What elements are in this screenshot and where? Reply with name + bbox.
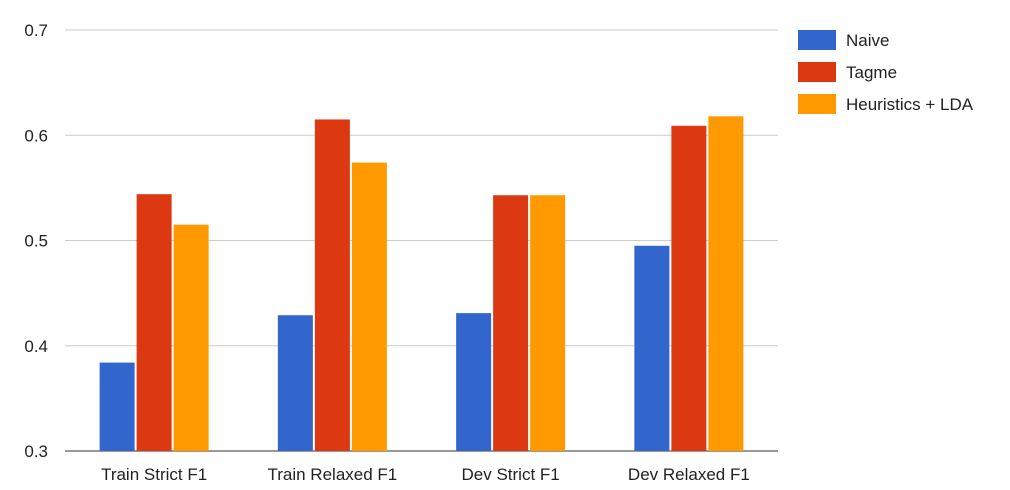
bar-heuristics-lda-2 xyxy=(351,162,387,452)
gridlines xyxy=(65,29,778,452)
y-tick-label: 0.6 xyxy=(24,126,48,145)
bar-tagme-1 xyxy=(136,194,172,451)
bar-heuristics-lda-4 xyxy=(708,116,744,452)
bar-naive-2 xyxy=(277,315,313,451)
y-tick-label: 0.4 xyxy=(24,337,48,356)
bar-tagme-2 xyxy=(314,119,350,452)
x-category-label: Dev Relaxed F1 xyxy=(628,465,750,484)
legend-swatch xyxy=(798,94,836,114)
legend: Naive Tagme Heuristics + LDA xyxy=(798,30,974,114)
bar-naive-4 xyxy=(634,245,670,451)
legend-label: Naive xyxy=(846,31,889,50)
legend-swatch xyxy=(798,62,836,82)
bar-heuristics-lda-3 xyxy=(530,195,566,451)
bar-naive-3 xyxy=(456,313,492,451)
bar-tagme-4 xyxy=(671,125,707,451)
bar-naive-1 xyxy=(99,362,135,451)
legend-label: Heuristics + LDA xyxy=(846,95,974,114)
x-category-label: Dev Strict F1 xyxy=(462,465,560,484)
y-tick-label: 0.7 xyxy=(24,21,48,40)
bar-tagme-3 xyxy=(493,195,529,451)
y-axis-ticks: 0.3 0.4 0.5 0.6 0.7 xyxy=(24,21,48,461)
bar-heuristics-lda-1 xyxy=(173,224,209,451)
legend-swatch xyxy=(798,30,836,50)
x-category-label: Train Relaxed F1 xyxy=(267,465,397,484)
y-tick-label: 0.5 xyxy=(24,232,48,251)
bars xyxy=(99,116,744,452)
x-axis-categories: Train Strict F1 Train Relaxed F1 Dev Stric… xyxy=(101,465,750,484)
y-tick-label: 0.3 xyxy=(24,442,48,461)
legend-label: Tagme xyxy=(846,63,897,82)
x-category-label: Train Strict F1 xyxy=(101,465,207,484)
